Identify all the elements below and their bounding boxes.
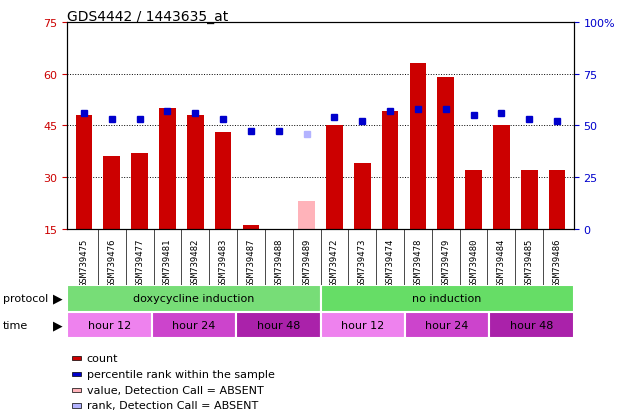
Text: no induction: no induction <box>412 293 482 304</box>
Text: hour 48: hour 48 <box>510 320 553 330</box>
Bar <box>67 312 152 339</box>
Bar <box>72 388 81 392</box>
Bar <box>320 285 574 312</box>
Bar <box>354 164 370 229</box>
Text: ▶: ▶ <box>53 292 63 305</box>
Text: percentile rank within the sample: percentile rank within the sample <box>87 369 274 379</box>
Text: GSM739488: GSM739488 <box>274 237 283 286</box>
Text: GSM739477: GSM739477 <box>135 237 144 286</box>
Bar <box>489 312 574 339</box>
Text: doxycycline induction: doxycycline induction <box>133 293 254 304</box>
Bar <box>242 226 260 229</box>
Bar <box>159 109 176 229</box>
Text: hour 12: hour 12 <box>341 320 385 330</box>
Text: hour 24: hour 24 <box>426 320 469 330</box>
Bar <box>405 312 489 339</box>
Text: GSM739481: GSM739481 <box>163 237 172 286</box>
Text: GSM739487: GSM739487 <box>246 237 256 286</box>
Text: GSM739482: GSM739482 <box>191 237 200 286</box>
Text: hour 24: hour 24 <box>172 320 215 330</box>
Text: GSM739479: GSM739479 <box>441 237 450 286</box>
Bar <box>131 154 148 229</box>
Bar <box>320 312 405 339</box>
Bar <box>72 404 81 408</box>
Bar <box>381 112 399 229</box>
Text: GSM739473: GSM739473 <box>358 237 367 286</box>
Text: GSM739480: GSM739480 <box>469 237 478 286</box>
Text: GSM739486: GSM739486 <box>553 237 562 286</box>
Text: GDS4442 / 1443635_at: GDS4442 / 1443635_at <box>67 10 229 24</box>
Text: GSM739476: GSM739476 <box>107 237 116 286</box>
Text: rank, Detection Call = ABSENT: rank, Detection Call = ABSENT <box>87 401 258 411</box>
Bar <box>72 372 81 376</box>
Text: hour 48: hour 48 <box>256 320 300 330</box>
Text: protocol: protocol <box>3 293 49 304</box>
Text: GSM739485: GSM739485 <box>525 237 534 286</box>
Bar <box>72 356 81 361</box>
Text: GSM739474: GSM739474 <box>385 237 395 286</box>
Bar <box>326 126 343 229</box>
Bar <box>410 64 426 229</box>
Text: GSM739483: GSM739483 <box>219 237 228 286</box>
Bar <box>103 157 120 229</box>
Bar <box>298 202 315 229</box>
Bar <box>465 171 482 229</box>
Bar <box>187 116 204 229</box>
Text: GSM739472: GSM739472 <box>330 237 339 286</box>
Text: GSM739478: GSM739478 <box>413 237 422 286</box>
Text: ▶: ▶ <box>53 319 63 332</box>
Text: count: count <box>87 354 118 363</box>
Bar <box>76 116 92 229</box>
Bar <box>67 285 320 312</box>
Bar <box>152 312 236 339</box>
Bar <box>437 78 454 229</box>
Bar <box>236 312 320 339</box>
Bar <box>549 171 565 229</box>
Bar <box>215 133 231 229</box>
Text: GSM739475: GSM739475 <box>79 237 88 286</box>
Bar <box>521 171 538 229</box>
Text: hour 12: hour 12 <box>88 320 131 330</box>
Text: GSM739484: GSM739484 <box>497 237 506 286</box>
Text: time: time <box>3 320 28 330</box>
Bar <box>493 126 510 229</box>
Text: GSM739489: GSM739489 <box>302 237 311 286</box>
Text: value, Detection Call = ABSENT: value, Detection Call = ABSENT <box>87 385 263 395</box>
